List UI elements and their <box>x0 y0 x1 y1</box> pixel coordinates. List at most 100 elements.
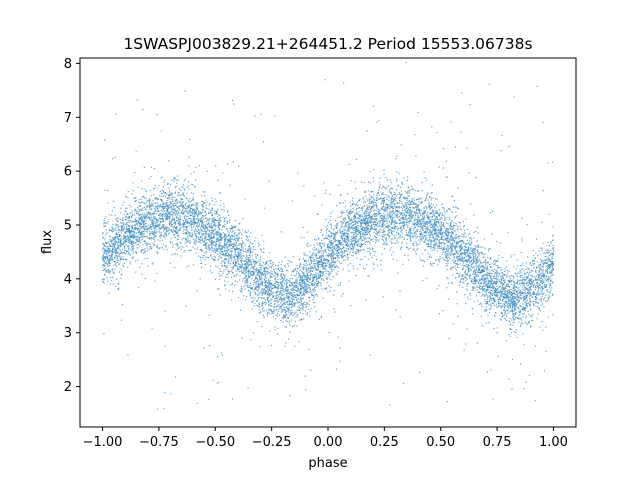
data-point <box>350 241 353 243</box>
data-point <box>457 263 460 266</box>
data-point <box>334 236 336 238</box>
data-point <box>469 262 471 264</box>
data-point <box>275 268 277 270</box>
data-point <box>139 266 141 269</box>
data-point <box>235 265 237 267</box>
data-point <box>376 234 378 236</box>
data-point <box>473 276 475 278</box>
data-point <box>173 230 176 233</box>
data-point <box>300 295 303 297</box>
data-point <box>172 202 174 205</box>
data-point <box>165 212 167 214</box>
data-point <box>138 214 141 216</box>
data-point <box>353 243 356 246</box>
data-point <box>210 238 212 240</box>
data-point <box>256 304 258 306</box>
data-point <box>142 249 144 251</box>
data-point <box>107 251 110 253</box>
data-point <box>488 322 490 324</box>
data-point <box>461 253 464 255</box>
data-point <box>530 315 532 317</box>
data-point <box>301 277 303 279</box>
data-point <box>480 261 482 263</box>
data-point <box>308 348 310 351</box>
data-point <box>552 239 554 242</box>
data-point <box>248 289 250 292</box>
data-point <box>119 234 121 236</box>
data-point <box>383 231 385 233</box>
data-point <box>425 206 428 208</box>
data-point <box>291 270 293 273</box>
data-point <box>210 254 212 256</box>
data-point <box>529 262 531 264</box>
data-point <box>363 219 365 221</box>
data-point <box>407 226 409 228</box>
data-point <box>426 226 428 228</box>
data-point <box>420 224 423 226</box>
data-point <box>373 226 375 228</box>
data-point <box>243 286 245 288</box>
data-point <box>150 227 152 229</box>
data-point <box>160 177 163 179</box>
data-point <box>402 219 404 221</box>
data-point <box>230 244 232 246</box>
data-point <box>502 295 504 297</box>
data-point <box>223 265 225 267</box>
data-point <box>230 266 232 269</box>
data-point <box>299 266 301 269</box>
data-point <box>113 228 115 230</box>
data-point <box>519 304 521 307</box>
data-point <box>499 299 502 301</box>
data-point <box>290 312 293 314</box>
data-point <box>146 242 148 244</box>
data-point <box>167 230 169 232</box>
data-point <box>375 215 377 217</box>
data-point <box>320 247 322 250</box>
data-point <box>258 274 260 277</box>
data-point <box>520 291 522 293</box>
data-point <box>136 99 138 101</box>
data-point <box>132 248 134 250</box>
data-point <box>168 190 171 192</box>
data-point <box>189 223 191 226</box>
data-point <box>509 305 511 308</box>
data-point <box>161 206 163 208</box>
data-point <box>344 222 347 224</box>
data-point <box>399 234 402 237</box>
data-point <box>454 246 456 249</box>
data-point <box>366 204 368 206</box>
data-point <box>289 291 291 293</box>
data-point <box>274 115 276 117</box>
data-point <box>485 278 487 280</box>
data-point <box>433 240 435 243</box>
data-point <box>191 232 193 234</box>
data-point <box>364 211 366 213</box>
data-point <box>366 222 368 225</box>
data-point <box>141 221 144 223</box>
data-point <box>503 288 505 290</box>
data-point <box>342 256 344 258</box>
data-point <box>136 247 139 249</box>
data-point <box>345 219 347 221</box>
data-point <box>490 275 492 277</box>
data-point <box>490 287 493 289</box>
data-point <box>358 245 360 247</box>
data-point <box>361 223 363 225</box>
data-point <box>205 252 207 254</box>
data-point <box>488 295 490 297</box>
data-point <box>552 254 554 256</box>
data-point <box>344 244 346 246</box>
data-point <box>237 296 240 299</box>
data-point <box>409 234 411 236</box>
data-point <box>219 216 221 219</box>
data-point <box>256 278 259 280</box>
data-point <box>450 251 452 253</box>
data-point <box>322 254 325 256</box>
data-point <box>147 213 149 215</box>
data-point <box>219 270 221 272</box>
data-point <box>337 255 339 257</box>
data-point <box>264 273 266 275</box>
data-point <box>198 231 200 234</box>
data-point <box>134 237 136 239</box>
data-point <box>432 262 434 265</box>
